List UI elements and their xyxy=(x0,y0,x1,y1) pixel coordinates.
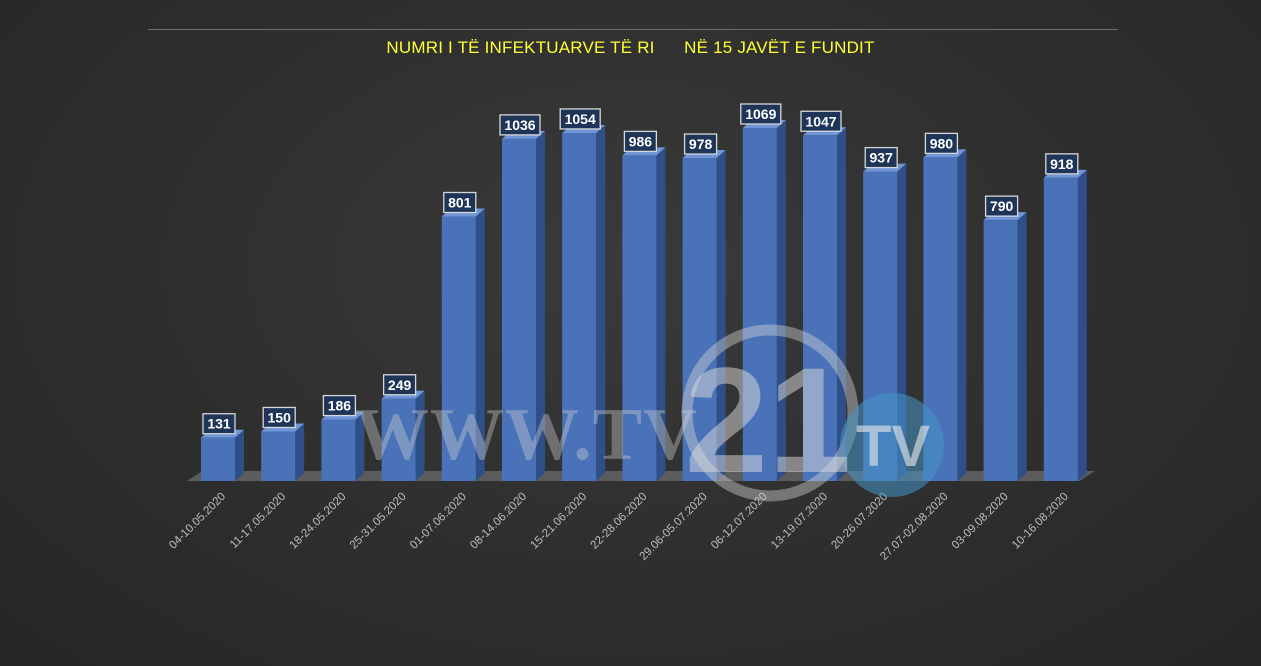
data-label: 937 xyxy=(864,146,898,169)
x-tick-label: 08-14.06.2020 xyxy=(468,491,529,552)
chart-title: NUMRI I TË INFEKTUARVE TË RI NË 15 JAVËT… xyxy=(0,38,1261,58)
data-label: 150 xyxy=(262,406,296,429)
watermark-site-text: WWW.TV xyxy=(355,394,698,476)
chart-title-part-2: NË 15 JAVËT E FUNDIT xyxy=(684,38,875,57)
data-label-text: 918 xyxy=(1050,156,1074,172)
x-tick-label: 01-07.06.2020 xyxy=(408,491,469,552)
tv21-watermark-logo: 21 TV xyxy=(681,324,944,504)
data-label-text: 249 xyxy=(388,377,412,393)
data-label: 1036 xyxy=(499,114,541,136)
data-label-text: 150 xyxy=(268,409,292,425)
bar xyxy=(682,150,726,482)
data-label: 1069 xyxy=(740,103,782,125)
data-label-text: 131 xyxy=(207,416,231,432)
data-label-text: 980 xyxy=(930,135,954,151)
watermark-number: 21 xyxy=(685,336,852,504)
data-label: 1047 xyxy=(800,110,842,132)
data-label-text: 790 xyxy=(990,198,1014,214)
bar xyxy=(381,390,425,481)
x-tick-label: 15-21.06.2020 xyxy=(528,491,589,552)
data-label-text: 937 xyxy=(870,150,894,166)
data-label-text: 186 xyxy=(328,398,352,414)
data-label: 131 xyxy=(202,413,236,435)
watermark-badge: TV xyxy=(856,414,930,479)
x-tick-label: 27.07-02.08.2020 xyxy=(878,491,950,563)
data-label-text: 1036 xyxy=(504,117,535,133)
bar xyxy=(261,423,305,481)
x-tick-label: 10-16.08.2020 xyxy=(1010,491,1071,552)
bar xyxy=(742,120,786,481)
data-label-text: 986 xyxy=(629,133,653,149)
bar xyxy=(562,124,606,482)
data-label-text: 978 xyxy=(689,136,713,152)
chart-title-part-1: NUMRI I TË INFEKTUARVE TË RI xyxy=(386,38,655,57)
bar xyxy=(923,149,967,481)
data-label: 986 xyxy=(623,130,658,153)
x-tick-label: 03-09.08.2020 xyxy=(950,491,1011,552)
x-tick-label: 22-28.06.2020 xyxy=(589,491,650,552)
bar xyxy=(983,212,1027,481)
x-tick-label: 04-10.05.2020 xyxy=(167,491,228,552)
x-tick-label: 11-17.05.2020 xyxy=(228,491,288,551)
data-label: 978 xyxy=(683,133,718,155)
data-label-text: 1069 xyxy=(745,106,776,122)
bar xyxy=(1043,169,1087,481)
x-tick-label: 25-31.05.2020 xyxy=(348,491,409,552)
bar xyxy=(622,147,666,482)
bar xyxy=(803,127,846,481)
x-tick-label: 18-24.05.2020 xyxy=(288,491,349,552)
data-label: 918 xyxy=(1045,153,1079,175)
data-label: 1054 xyxy=(559,108,601,130)
data-label-text: 801 xyxy=(448,194,472,210)
top-divider xyxy=(148,29,1118,30)
data-label: 980 xyxy=(924,132,959,155)
data-label: 801 xyxy=(443,191,477,214)
data-label-text: 1054 xyxy=(565,111,596,127)
bar xyxy=(441,208,485,481)
data-label: 186 xyxy=(322,394,357,417)
data-label: 249 xyxy=(382,374,417,396)
bar xyxy=(502,130,545,481)
data-label: 790 xyxy=(984,195,1019,217)
bar xyxy=(201,429,244,481)
data-label-text: 1047 xyxy=(805,113,836,129)
